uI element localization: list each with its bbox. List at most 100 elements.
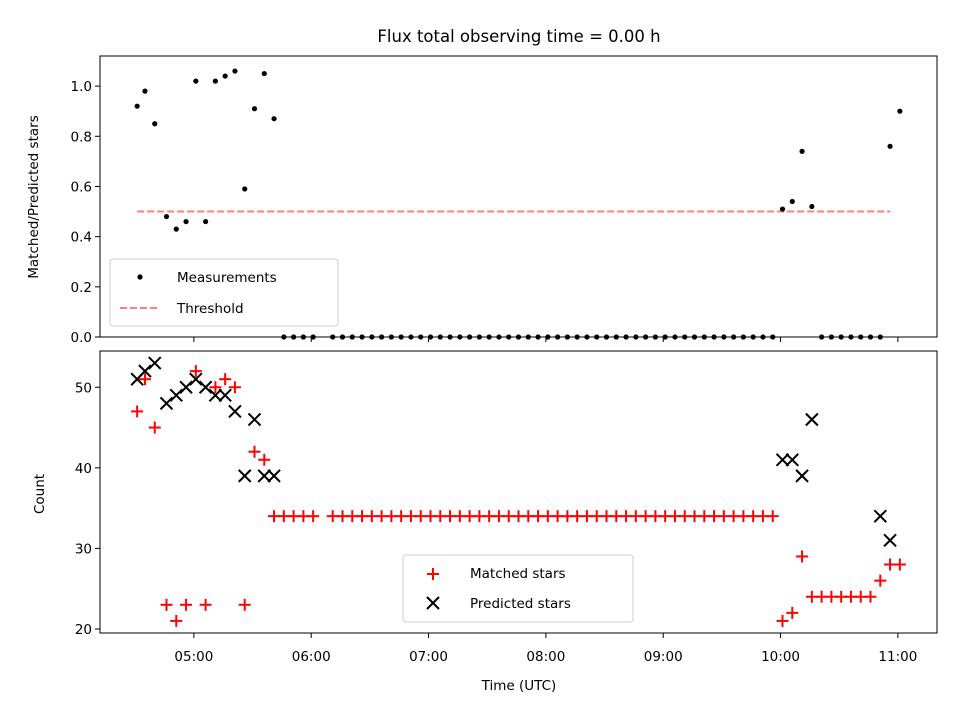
predicted-star-point (198, 380, 213, 394)
matched-star-point (786, 606, 799, 619)
legend-threshold-label: Threshold (176, 301, 244, 317)
chart-title: Flux total observing time = 0.00 h (377, 27, 660, 46)
matched-star-point (796, 550, 809, 563)
measurement-point (163, 213, 170, 220)
top-plot-frame (99, 55, 938, 338)
predicted-star-point (267, 469, 281, 483)
predicted-star-point (238, 469, 252, 483)
predicted-star-point (785, 453, 799, 467)
bottom-legend: Matched stars Predicted stars (402, 554, 634, 623)
top-y-tick-label: 0.2 (71, 280, 92, 296)
legend-predicted-marker (426, 596, 440, 610)
measurement-point (142, 88, 148, 94)
x-tick-label: 07:00 (409, 649, 448, 665)
matched-star-point (199, 598, 212, 611)
matched-stars-series (131, 365, 906, 627)
measurement-point (232, 68, 238, 74)
matched-star-point (170, 614, 183, 627)
legend-matched-marker (427, 568, 439, 580)
top-legend-box (109, 258, 339, 327)
bottom-y-tick-label: 40 (75, 461, 92, 477)
predicted-star-point (228, 404, 242, 419)
measurement-point (251, 106, 258, 112)
x-tick-label: 09:00 (644, 649, 683, 665)
matched-star-point (238, 598, 251, 611)
matched-star-point (138, 373, 151, 386)
matched-star-point (874, 574, 887, 587)
matched-star-point (228, 381, 241, 394)
top-y-tick-label: 0.0 (71, 330, 92, 346)
bottom-plot-frame (99, 350, 938, 634)
matched-star-point (893, 558, 906, 571)
x-tick-label: 11:00 (878, 649, 917, 665)
matched-star-point (766, 510, 779, 523)
top-tick-marks: 0.0 0.2 0.4 0.6 0.8 1.0 (71, 79, 899, 346)
measurement-point (222, 73, 228, 79)
measurement-point (809, 203, 815, 210)
matched-star-point (148, 421, 161, 434)
predicted-star-point (218, 388, 232, 403)
predicted-star-point (138, 364, 152, 378)
legend-predicted-label: Predicted stars (470, 596, 571, 612)
predicted-stars-series (130, 356, 897, 548)
matched-star-point (219, 373, 232, 386)
measurement-point (193, 78, 199, 84)
measurement-point (152, 121, 158, 127)
measurement-point (887, 143, 893, 149)
bottom-legend-box (402, 554, 634, 623)
x-tick-label: 10:00 (761, 649, 800, 665)
matched-star-point (307, 510, 320, 523)
predicted-star-point (257, 469, 271, 483)
top-y-tick-label: 0.6 (71, 179, 92, 195)
predicted-star-point (805, 412, 819, 427)
legend-measurements-label: Measurements (177, 270, 277, 286)
bottom-tick-marks: 20 30 40 50 05:00 06:00 07:00 08:00 09:00 10:00 11… (75, 380, 918, 665)
matched-star-point (180, 598, 193, 611)
measurement-point (242, 186, 248, 192)
predicted-star-point (883, 533, 897, 548)
measurement-point (183, 218, 189, 225)
matched-star-point (864, 590, 877, 603)
matched-star-point (776, 614, 789, 627)
measurement-point (779, 206, 786, 212)
x-axis-label: Time (UTC) (481, 678, 557, 694)
top-legend: Measurements Threshold (109, 258, 339, 327)
x-tick-label: 08:00 (526, 649, 565, 665)
x-tick-label: 05:00 (174, 649, 213, 665)
measurement-point (261, 70, 267, 77)
predicted-star-point (873, 509, 887, 523)
matched-star-point (248, 445, 261, 458)
x-tick-label: 06:00 (292, 649, 331, 665)
measurement-point (789, 198, 795, 205)
predicted-star-point (159, 396, 174, 411)
bottom-y-axis-label: Count (32, 474, 48, 514)
bottom-y-tick-label: 50 (75, 380, 92, 396)
bottom-y-tick-label: 20 (75, 622, 92, 638)
measurement-point (173, 226, 179, 232)
measurement-point (212, 78, 218, 84)
bottom-panel: 20 30 40 50 05:00 06:00 07:00 08:00 09:00 10:00 11… (32, 350, 938, 694)
legend-matched-label: Matched stars (470, 566, 566, 582)
predicted-star-point (247, 412, 262, 427)
bottom-y-tick-label: 30 (75, 541, 92, 557)
predicted-star-point (189, 372, 203, 386)
measurement-point (203, 218, 209, 225)
matched-star-point (189, 365, 202, 378)
top-y-tick-label: 0.4 (71, 230, 92, 246)
predicted-star-point (169, 388, 183, 403)
top-panel: 0.0 0.2 0.4 0.6 0.8 1.0 Matched/Predicted sta… (26, 55, 938, 346)
top-y-tick-label: 0.8 (71, 129, 92, 145)
matched-star-point (160, 598, 173, 611)
measurement-point (134, 103, 140, 109)
matched-star-point (131, 405, 144, 418)
measurement-point (271, 116, 277, 122)
top-y-tick-label: 1.0 (71, 79, 92, 95)
top-y-axis-label: Matched/Predicted stars (26, 115, 42, 278)
predicted-star-point (775, 453, 790, 467)
legend-measurements-marker (137, 274, 143, 280)
measurement-point (799, 148, 805, 154)
matched-star-point (209, 381, 222, 394)
predicted-star-point (179, 380, 193, 394)
measurement-point (897, 108, 903, 114)
